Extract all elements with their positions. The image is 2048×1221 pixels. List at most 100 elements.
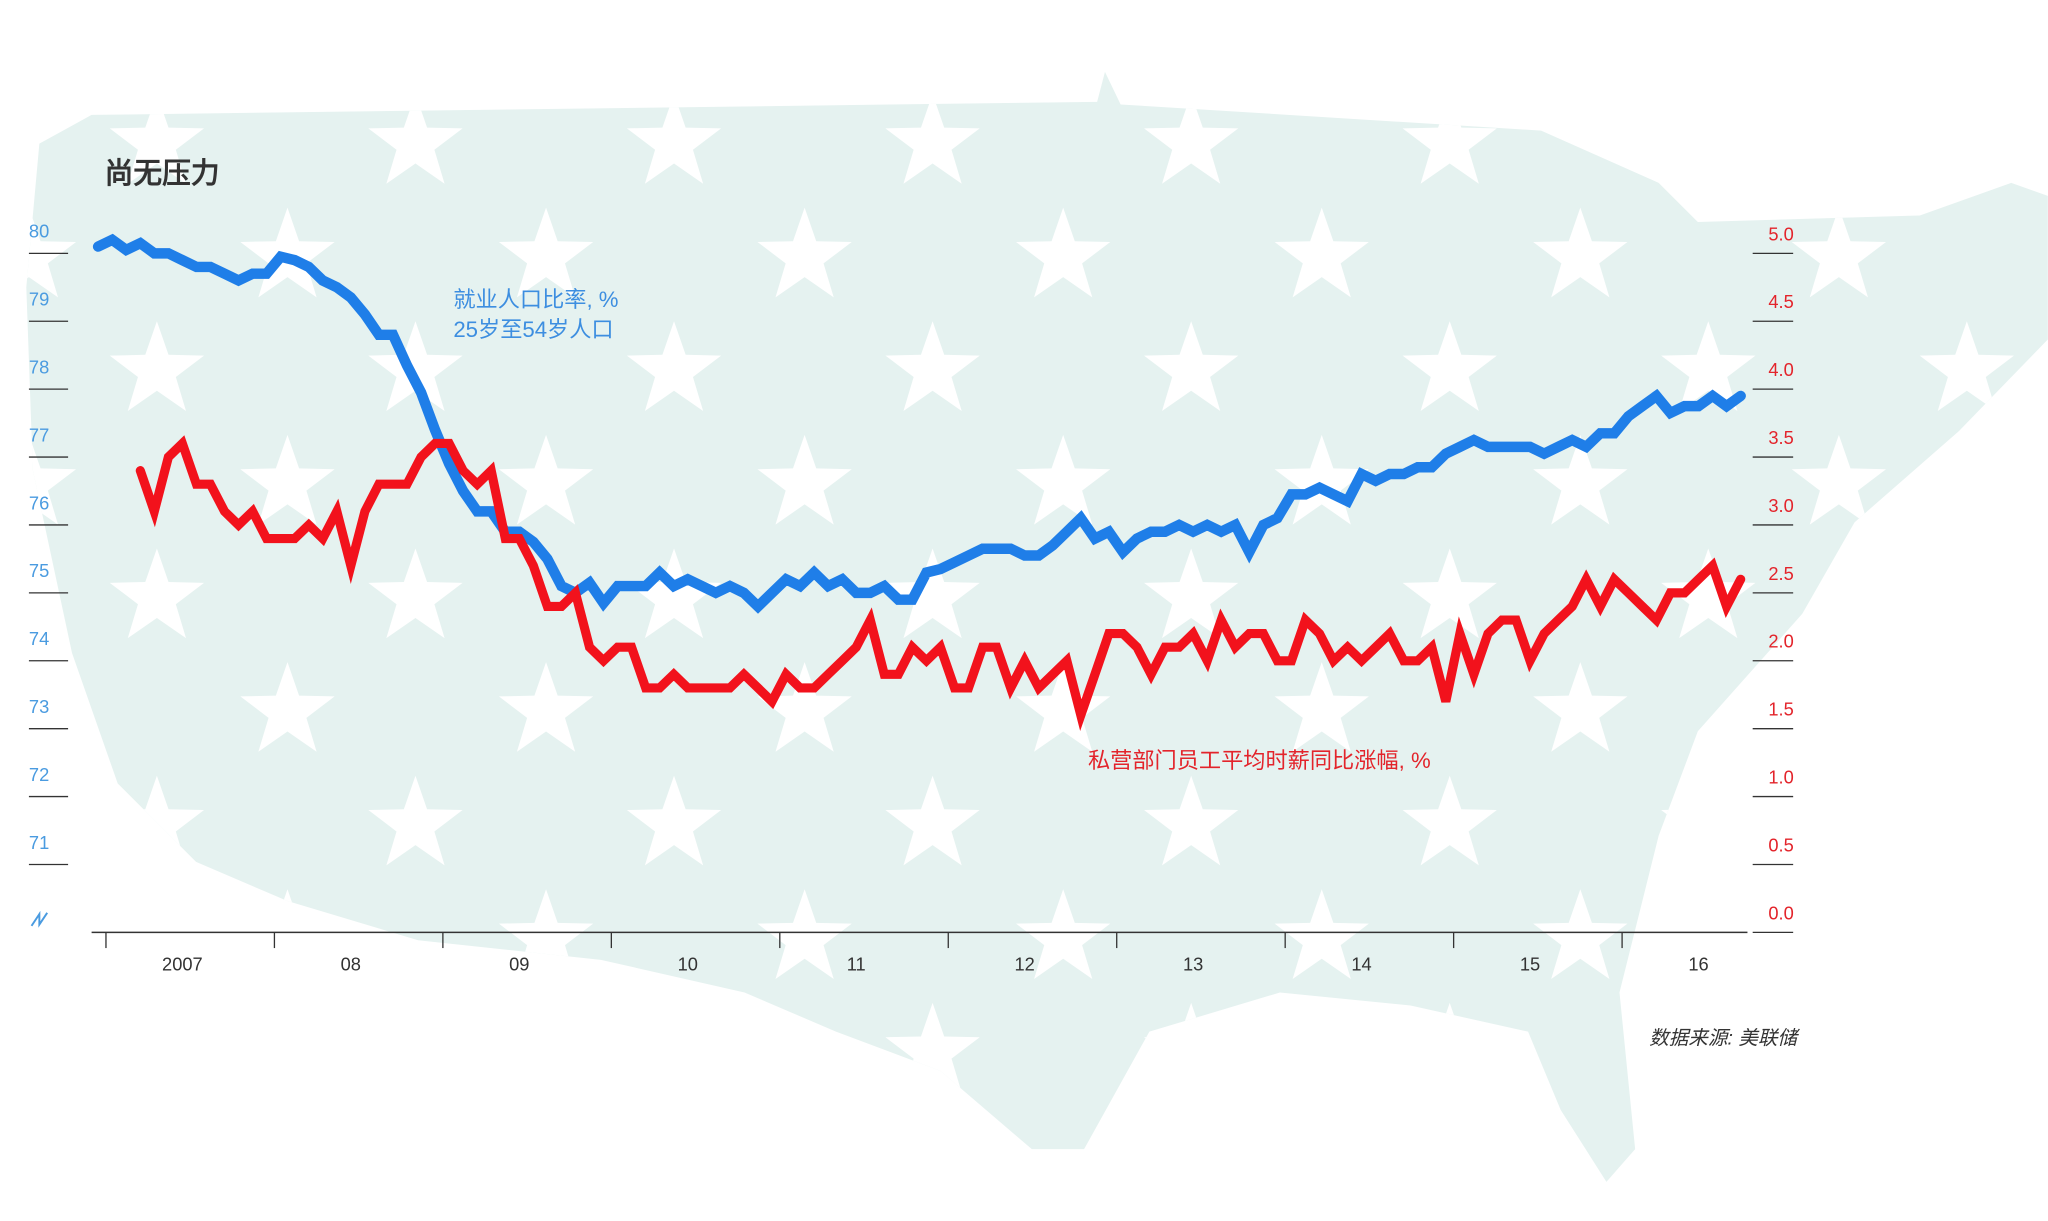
y-tick-label: 73 — [29, 696, 49, 717]
star — [1144, 548, 1239, 639]
y2-tick-label: 3.5 — [1768, 427, 1793, 448]
y-tick-label: 76 — [29, 492, 49, 513]
star — [1919, 1002, 2014, 1093]
star — [1533, 434, 1628, 525]
star — [1661, 548, 1756, 639]
x-tick-label: 08 — [341, 953, 361, 974]
y-tick-label: 78 — [29, 356, 49, 377]
y-tick-label: 71 — [29, 832, 49, 853]
star — [1016, 207, 1111, 298]
y2-tick-label: 1.0 — [1768, 767, 1793, 788]
star — [498, 434, 594, 525]
star — [498, 662, 594, 752]
star — [368, 1002, 463, 1093]
star — [240, 207, 335, 298]
star — [240, 662, 335, 752]
star — [1919, 775, 2014, 866]
star — [1402, 775, 1497, 866]
x-tick-label: 2007 — [162, 953, 203, 974]
star — [109, 94, 205, 184]
star — [885, 1002, 980, 1093]
y-tick-label: 74 — [29, 628, 49, 649]
star — [1533, 889, 1628, 980]
star — [498, 207, 594, 298]
x-tick-label: 14 — [1351, 953, 1371, 974]
star — [1791, 662, 1887, 752]
star — [885, 321, 980, 411]
star — [757, 434, 852, 525]
star — [1274, 207, 1369, 298]
star — [626, 94, 722, 184]
star — [1016, 662, 1111, 752]
x-tick-label: 11 — [847, 953, 866, 974]
y-tick-label: 79 — [29, 289, 49, 310]
star — [1402, 548, 1497, 639]
x-tick-label: 15 — [1520, 953, 1540, 974]
y2-tick-label: 3.0 — [1768, 495, 1793, 516]
star — [626, 548, 722, 639]
star — [1533, 207, 1628, 298]
star — [626, 321, 722, 411]
star — [1016, 889, 1111, 980]
y-tick-label: 77 — [29, 424, 49, 445]
star — [757, 889, 852, 980]
y2-tick-label: 5.0 — [1768, 223, 1793, 244]
star — [109, 548, 205, 639]
star — [757, 207, 852, 298]
map-background — [26, 71, 2048, 1182]
y2-tick-label: 0.0 — [1768, 902, 1793, 923]
star — [1144, 775, 1239, 866]
star — [1144, 321, 1239, 411]
star — [368, 94, 463, 184]
y2-tick-label: 4.5 — [1768, 291, 1793, 312]
x-tick-label: 10 — [678, 953, 698, 974]
star — [885, 94, 980, 184]
star — [1533, 662, 1628, 752]
star — [498, 889, 594, 980]
y2-tick-label: 2.0 — [1768, 631, 1793, 652]
x-tick-label: 12 — [1014, 953, 1034, 974]
series-sublabel: 25岁至54岁人口 — [453, 317, 613, 342]
axis-break — [30, 910, 49, 928]
star — [626, 775, 722, 866]
star — [1919, 548, 2014, 639]
series-label: 私营部门员工平均时薪同比涨幅, % — [1088, 748, 1431, 773]
star — [368, 775, 463, 866]
x-tick-label: 16 — [1688, 953, 1708, 974]
star — [1661, 321, 1756, 411]
star — [1274, 434, 1369, 525]
star — [1791, 434, 1887, 525]
chart-title: 尚无压力 — [105, 158, 220, 190]
star — [1274, 662, 1369, 752]
star — [1791, 207, 1887, 298]
series-line — [92, 233, 1746, 614]
star — [109, 1002, 205, 1093]
star — [626, 1002, 722, 1093]
x-tick-label: 09 — [509, 953, 529, 974]
series-line — [135, 435, 1746, 731]
star — [757, 662, 852, 752]
star — [1144, 94, 1239, 184]
star — [885, 775, 980, 866]
y-tick-label: 72 — [29, 764, 49, 785]
y-tick-label: 80 — [29, 221, 49, 242]
star — [1402, 94, 1497, 184]
star — [240, 434, 335, 525]
star — [1016, 434, 1111, 525]
star — [1791, 889, 1887, 980]
source-note: 数据来源: 美联储 — [1649, 1028, 1800, 1050]
star — [368, 321, 463, 411]
x-tick-label: 13 — [1183, 953, 1203, 974]
y-tick-label: 75 — [29, 560, 49, 581]
star — [109, 775, 205, 866]
star — [1661, 94, 1756, 184]
star — [1402, 321, 1497, 411]
star — [1919, 94, 2014, 184]
y2-tick-label: 1.5 — [1768, 699, 1793, 720]
star — [109, 321, 205, 411]
star — [26, 889, 77, 980]
star — [1919, 321, 2014, 411]
y2-tick-label: 4.0 — [1768, 359, 1793, 380]
